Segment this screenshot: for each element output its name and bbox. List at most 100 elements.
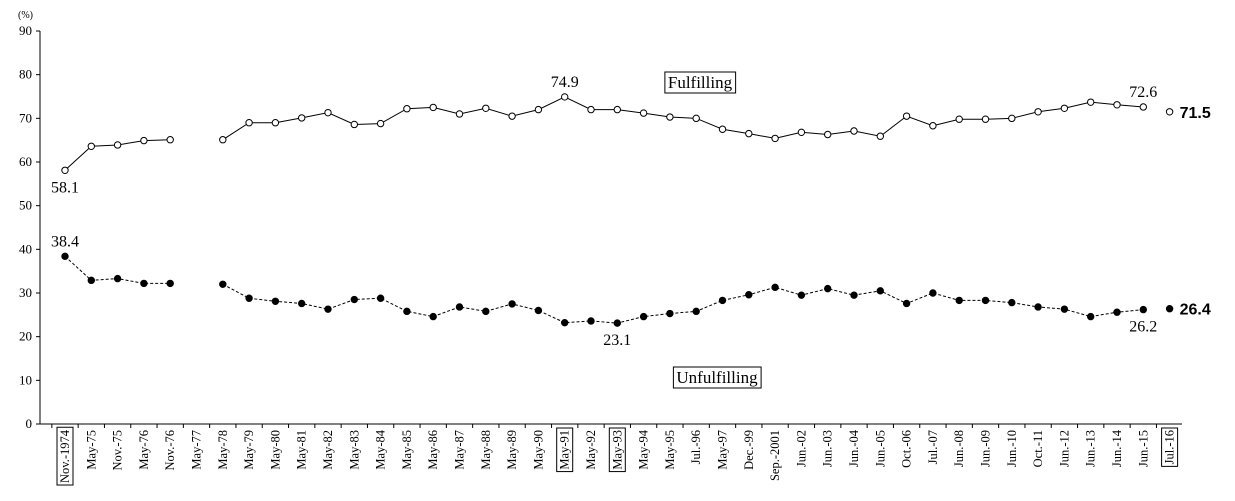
data-point [298, 114, 306, 122]
data-label: 38.4 [51, 233, 79, 250]
data-point [376, 294, 385, 302]
x-tick-label: Jul.-96 [689, 430, 703, 464]
data-point [902, 299, 911, 308]
x-label-box [556, 427, 574, 473]
series-line [222, 96, 1144, 141]
y-unit: (%) [18, 10, 33, 21]
data-point [429, 312, 437, 321]
data-point [1060, 305, 1069, 313]
data-point [87, 276, 96, 285]
legend-box [672, 366, 762, 389]
x-label-box [1161, 427, 1179, 467]
data-point [639, 312, 648, 321]
data-point [745, 129, 753, 138]
y-tick-label: 90 [19, 23, 32, 38]
data-point [876, 132, 884, 140]
data-label: 72.6 [1129, 84, 1157, 101]
data-label: 26.2 [1129, 319, 1157, 336]
data-point [534, 105, 543, 114]
x-tick-label: Oct.-06 [900, 430, 914, 468]
data-point [298, 299, 306, 308]
data-point [324, 108, 332, 117]
data-point [692, 114, 700, 123]
data-point [797, 291, 806, 299]
x-tick-label: May-75 [84, 430, 98, 470]
x-tick-label: May-84 [374, 429, 388, 469]
x-tick-label: May-95 [663, 430, 677, 470]
data-point [113, 141, 122, 149]
data-point [718, 296, 727, 305]
data-point [245, 119, 253, 127]
data-point [1034, 303, 1042, 311]
x-tick-label: May-85 [400, 430, 414, 470]
data-point [981, 296, 990, 305]
data-point [61, 166, 69, 174]
data-point [1060, 104, 1069, 112]
data-point [166, 279, 174, 288]
data-point [797, 128, 806, 137]
data-point [824, 284, 832, 293]
legend-box [664, 71, 737, 94]
y-tick-label: 40 [19, 241, 32, 256]
x-tick-label: May-86 [426, 430, 440, 470]
data-point [876, 287, 884, 295]
data-point [350, 120, 358, 129]
data-point [508, 300, 516, 308]
x-tick-label: May-79 [242, 430, 256, 470]
x-tick-label: Dec.-99 [742, 430, 756, 470]
legend-label: Unfulfilling [676, 368, 758, 387]
x-tick-label: Nov.-75 [111, 430, 125, 471]
data-point [455, 303, 464, 311]
series-line [222, 283, 1144, 324]
x-tick-label: Nov.-1974 [58, 429, 72, 483]
x-tick-label: May-91 [558, 430, 572, 470]
y-tick-label: 30 [19, 285, 32, 300]
data-point [508, 112, 516, 120]
y-tick-label: 60 [19, 154, 32, 169]
x-tick-label: May-97 [716, 430, 730, 470]
data-label: 58.1 [51, 179, 79, 196]
x-tick-label: May-92 [584, 430, 598, 470]
data-point [718, 125, 727, 133]
x-tick-label: May-90 [531, 430, 545, 470]
x-tick-label: Jun.-14 [1110, 429, 1124, 467]
data-point [482, 307, 490, 316]
data-point [771, 283, 779, 292]
x-tick-label: May-93 [610, 430, 624, 470]
data-point [824, 130, 832, 139]
data-point [561, 93, 569, 101]
y-tick-label: 70 [19, 110, 32, 125]
data-point [482, 104, 490, 112]
x-tick-label: May-88 [479, 430, 493, 470]
x-label-box [608, 427, 626, 473]
y-tick-label: 80 [19, 67, 32, 82]
data-point [929, 289, 937, 297]
x-tick-label: May-80 [268, 430, 282, 470]
data-point [1139, 305, 1148, 314]
data-point [534, 306, 543, 315]
data-point [850, 127, 858, 135]
data-point [587, 105, 595, 114]
x-tick-label: Jul.-16 [1163, 430, 1177, 464]
data-point [455, 110, 464, 118]
data-point [666, 113, 674, 121]
y-tick-label: 0 [26, 416, 33, 431]
data-point [1087, 98, 1095, 106]
data-point [166, 136, 174, 144]
data-point [929, 122, 937, 130]
data-point [666, 309, 674, 318]
x-tick-label: Jun.-15 [1136, 430, 1150, 467]
data-point [639, 109, 648, 117]
data-point [271, 119, 280, 127]
x-tick-label: May-82 [321, 430, 335, 470]
data-point [113, 274, 122, 283]
data-point [981, 115, 990, 123]
x-tick-label: Jun.-10 [1005, 430, 1019, 467]
data-point [376, 119, 385, 128]
data-point [219, 280, 227, 288]
x-tick-label: May-77 [190, 430, 204, 470]
data-point [403, 105, 411, 113]
data-point [1087, 312, 1095, 321]
data-point [1113, 101, 1121, 109]
